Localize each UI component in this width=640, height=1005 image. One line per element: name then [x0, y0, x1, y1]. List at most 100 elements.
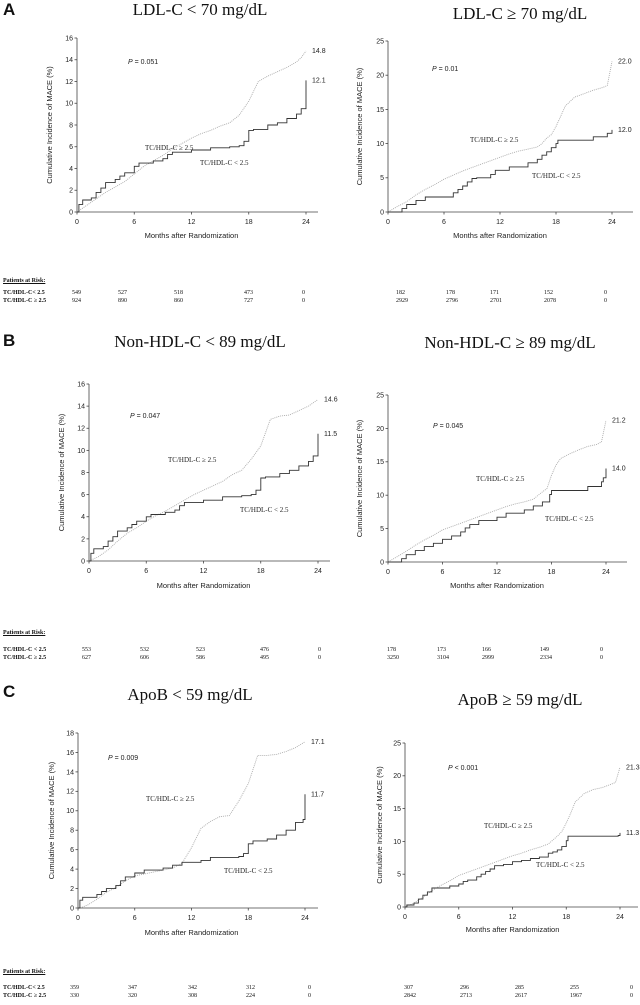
- y-tick-label: 5: [380, 175, 384, 182]
- curve-label-tchdl-low: TC/HDL-C < 2.5: [532, 172, 581, 180]
- risk-value: 2842: [404, 993, 416, 999]
- curve-end-label: 12.0: [618, 127, 632, 134]
- curve-tchdl-high: [404, 767, 621, 908]
- p-value-label: P < 0.001: [448, 765, 478, 772]
- curve-tchdl-low: [78, 794, 306, 909]
- risk-value: 606: [140, 655, 149, 661]
- risk-value: 586: [196, 655, 205, 661]
- x-tick-label: 24: [301, 915, 309, 922]
- y-tick-label: 2: [81, 536, 85, 543]
- risk-value: 285: [515, 985, 524, 991]
- curve-end-label: 14.6: [324, 396, 338, 403]
- y-tick-label: 20: [376, 426, 384, 433]
- y-tick-label: 10: [66, 808, 74, 815]
- curve-label-tchdl-low: TC/HDL-C < 2.5: [545, 515, 594, 523]
- x-tick-label: 6: [441, 569, 445, 576]
- risk-row-label: TC/HDL-C ≥ 2.5: [3, 298, 47, 304]
- risk-value: 0: [318, 655, 321, 661]
- x-axis-title: Months after Randomization: [145, 928, 239, 937]
- x-tick-label: 0: [403, 914, 407, 921]
- curve-end-label: 22.0: [618, 59, 632, 66]
- risk-value: 2701: [490, 298, 502, 304]
- risk-value: 532: [140, 647, 149, 653]
- y-tick-label: 14: [66, 769, 74, 776]
- y-tick-label: 0: [81, 558, 85, 565]
- x-tick-label: 12: [188, 915, 196, 922]
- x-tick-label: 6: [132, 219, 136, 226]
- p-value-label: P = 0.045: [433, 423, 463, 430]
- y-tick-label: 2: [70, 886, 74, 893]
- risk-value: 518: [174, 290, 183, 296]
- curve-tchdl-low: [77, 80, 307, 213]
- y-tick-label: 0: [380, 209, 384, 216]
- x-tick-label: 6: [144, 568, 148, 575]
- risk-value: 255: [570, 985, 579, 991]
- y-tick-label: 10: [65, 101, 73, 108]
- chart-title-b-left: Non-HDL-C < 89 mg/dL: [114, 332, 286, 351]
- y-axis-title: Cumulative Incidence of MACE (%): [375, 766, 384, 884]
- y-tick-label: 4: [81, 514, 85, 521]
- chart-title-b-right: Non-HDL-C ≥ 89 mg/dL: [424, 333, 596, 352]
- risk-value: 3250: [387, 655, 399, 661]
- x-tick-label: 24: [314, 568, 322, 575]
- risk-value: 0: [604, 298, 607, 304]
- risk-value: 2078: [544, 298, 556, 304]
- risk-value: 0: [630, 993, 633, 999]
- curve-label-tchdl-low: TC/HDL-C < 2.5: [240, 506, 289, 514]
- y-tick-label: 16: [65, 35, 73, 42]
- x-tick-label: 12: [496, 219, 504, 226]
- curve-end-label: 14.0: [612, 465, 626, 472]
- y-tick-label: 10: [376, 141, 384, 148]
- risk-value: 0: [600, 655, 603, 661]
- y-tick-label: 15: [393, 806, 401, 813]
- risk-value: 296: [460, 985, 469, 991]
- x-axis-title: Months after Randomization: [466, 925, 560, 934]
- risk-value: 359: [70, 985, 79, 991]
- risk-value: 0: [318, 647, 321, 653]
- curve-tchdl-high: [387, 61, 613, 213]
- risk-table-heading: Patients at Risk:: [3, 969, 46, 975]
- y-tick-label: 14: [77, 404, 85, 411]
- p-value-label: P = 0.009: [108, 755, 138, 762]
- y-tick-label: 15: [376, 107, 384, 114]
- x-tick-label: 12: [493, 569, 501, 576]
- risk-value: 627: [82, 655, 91, 661]
- risk-value: 2999: [482, 655, 494, 661]
- curve-label-tchdl-low: TC/HDL-C < 2.5: [224, 867, 273, 875]
- risk-value: 347: [128, 985, 137, 991]
- y-tick-label: 25: [393, 740, 401, 747]
- y-tick-label: 0: [397, 904, 401, 911]
- y-axis-title: Cumulative Incidence of MACE (%): [355, 67, 364, 185]
- risk-value: 924: [72, 298, 81, 304]
- chart-title-c-right: ApoB ≥ 59 mg/dL: [457, 690, 583, 709]
- x-tick-label: 24: [302, 219, 310, 226]
- y-tick-label: 8: [81, 470, 85, 477]
- y-tick-label: 6: [81, 492, 85, 499]
- risk-value: 495: [260, 655, 269, 661]
- curve-end-label: 11.3: [626, 830, 639, 837]
- risk-value: 0: [600, 647, 603, 653]
- risk-value: 0: [308, 985, 311, 991]
- risk-value: 182: [396, 290, 405, 296]
- risk-row-label: TC/HDL-C ≥ 2.5: [3, 993, 47, 999]
- x-tick-label: 12: [188, 219, 196, 226]
- y-axis-title: Cumulative Incidence of MACE (%): [57, 413, 66, 531]
- y-tick-label: 14: [65, 57, 73, 64]
- risk-value: 224: [246, 993, 255, 999]
- panel-letter-b: B: [3, 331, 16, 350]
- risk-row-label: TC/HDL-C < 2.5: [3, 647, 47, 653]
- x-tick-label: 0: [76, 915, 80, 922]
- y-tick-label: 10: [393, 839, 401, 846]
- p-value-label: P = 0.01: [432, 66, 458, 73]
- x-tick-label: 6: [457, 914, 461, 921]
- panel-letter-a: A: [3, 0, 16, 19]
- curve-tchdl-low: [388, 468, 607, 563]
- curve-label-tchdl-high: TC/HDL-C ≥ 2.5: [145, 144, 194, 152]
- curve-label-tchdl-low: TC/HDL-C < 2.5: [200, 159, 249, 167]
- y-tick-label: 4: [69, 166, 73, 173]
- x-tick-label: 18: [552, 219, 560, 226]
